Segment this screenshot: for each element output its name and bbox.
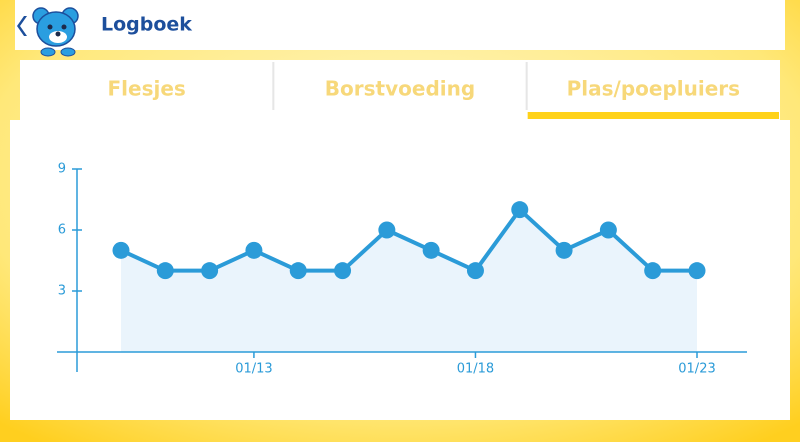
x-tick-label: 01/23	[678, 362, 715, 377]
point	[466, 262, 484, 280]
point	[378, 221, 396, 239]
tab-label: Borstvoeding	[325, 77, 475, 101]
x-tick-label: 01/18	[457, 362, 494, 377]
back-chevron	[17, 16, 27, 36]
y-tick-label: 6	[58, 223, 66, 238]
header-title: Logboek	[101, 14, 192, 36]
area	[121, 209, 697, 352]
tab[interactable]: Borstvoeding	[272, 62, 475, 110]
tab[interactable]: Flesjes	[108, 77, 186, 101]
point	[156, 262, 174, 280]
header-bar	[15, 0, 785, 50]
point	[644, 262, 662, 280]
point	[688, 262, 706, 280]
y-tick-label: 3	[58, 284, 66, 299]
point	[599, 221, 617, 239]
tab-label: Flesjes	[108, 77, 186, 101]
point	[422, 241, 440, 259]
point	[112, 241, 130, 259]
x-tick-label: 01/13	[235, 362, 272, 377]
bear-logo	[32, 7, 79, 57]
back-button[interactable]	[17, 7, 79, 57]
point	[334, 262, 352, 280]
tab-bar	[20, 60, 780, 120]
tab[interactable]: Plas/poepluiers	[525, 62, 779, 119]
tab-active-indicator	[527, 112, 779, 119]
tab-label: Plas/poepluiers	[567, 77, 740, 101]
point	[289, 262, 307, 280]
point	[201, 262, 219, 280]
y-tick-label: 9	[58, 162, 66, 177]
point	[511, 201, 529, 219]
point	[555, 241, 573, 259]
point	[245, 241, 263, 259]
